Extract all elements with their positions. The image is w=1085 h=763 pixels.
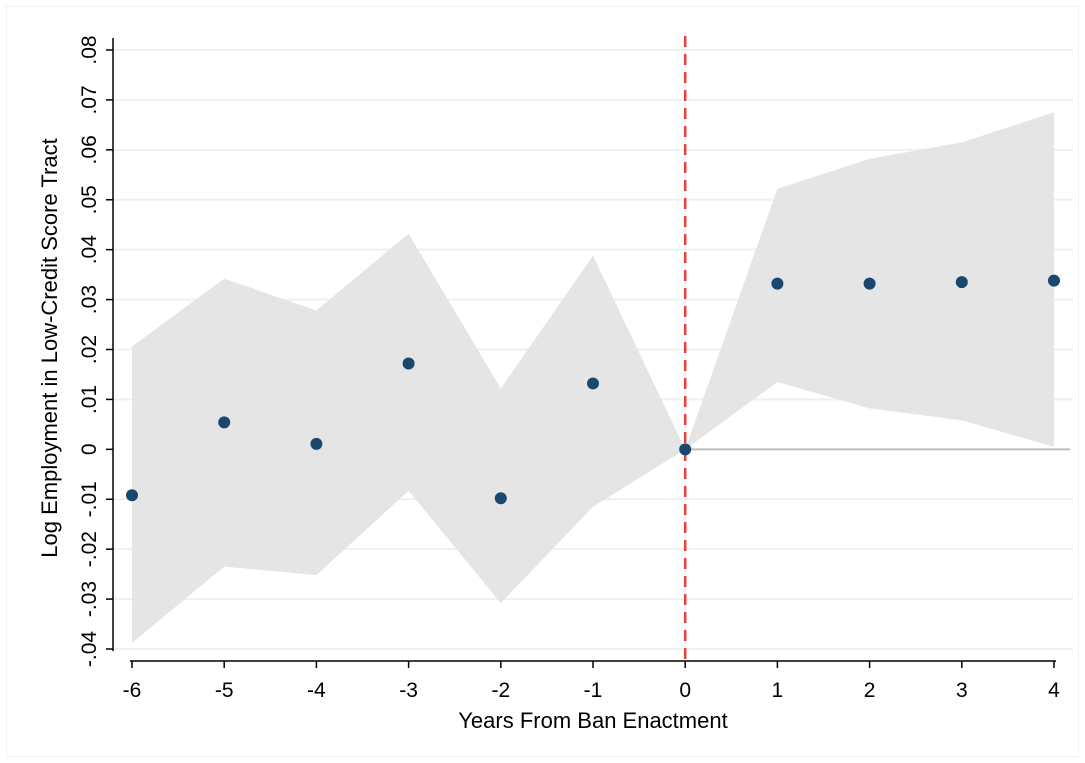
points-layer <box>126 274 1060 505</box>
x-tick-label: 1 <box>772 679 784 702</box>
data-point <box>402 357 415 370</box>
data-point <box>126 489 138 502</box>
x-tick-label: -2 <box>491 679 510 702</box>
data-point <box>218 416 231 429</box>
y-tick-label: .07 <box>78 85 101 114</box>
y-tick-label: -.03 <box>78 581 101 617</box>
data-point <box>494 492 507 505</box>
y-axis-label: Log Employment in Low-Credit Score Tract <box>37 138 62 557</box>
y-tick-label: .04 <box>78 235 101 265</box>
x-axis-label: Years From Ban Enactment <box>458 708 727 733</box>
y-tick-label: .05 <box>78 185 101 214</box>
data-point <box>1048 274 1060 287</box>
x-tick-label: -1 <box>584 679 603 702</box>
data-point <box>771 277 784 290</box>
y-tick-label: .01 <box>78 385 101 414</box>
x-tick-label: 3 <box>956 679 968 702</box>
y-tick-label: -.02 <box>78 531 101 567</box>
x-tick-label: -4 <box>307 679 326 702</box>
x-tick-layer: -6 -5 -4 -3 -2 -1 0 1 2 3 4 <box>123 661 1060 702</box>
y-tick-label: .06 <box>78 135 101 164</box>
data-point <box>955 276 968 289</box>
y-tick-label: -.04 <box>78 631 101 668</box>
y-tick-label: 0 <box>78 443 101 455</box>
x-tick-label: 4 <box>1048 679 1060 702</box>
data-point <box>587 377 599 390</box>
y-tick-label: .03 <box>78 285 101 314</box>
chart-frame <box>6 6 1079 757</box>
y-tick-label: .08 <box>78 35 101 64</box>
x-tick-label: -3 <box>399 679 418 702</box>
x-tick-label: -5 <box>215 679 234 702</box>
y-tick-label: -.01 <box>78 481 101 517</box>
data-point <box>679 443 692 456</box>
x-tick-label: 2 <box>864 679 876 702</box>
y-tick-label: .02 <box>78 335 101 364</box>
data-point <box>863 277 876 290</box>
x-tick-label: -6 <box>123 679 142 702</box>
data-point <box>310 437 323 450</box>
x-tick-label: 0 <box>679 679 691 702</box>
y-tick-layer: -.04 -.03 -.02 -.01 0 .01 .02 .03 .04 .05 .06 .07 .0… <box>78 35 113 667</box>
